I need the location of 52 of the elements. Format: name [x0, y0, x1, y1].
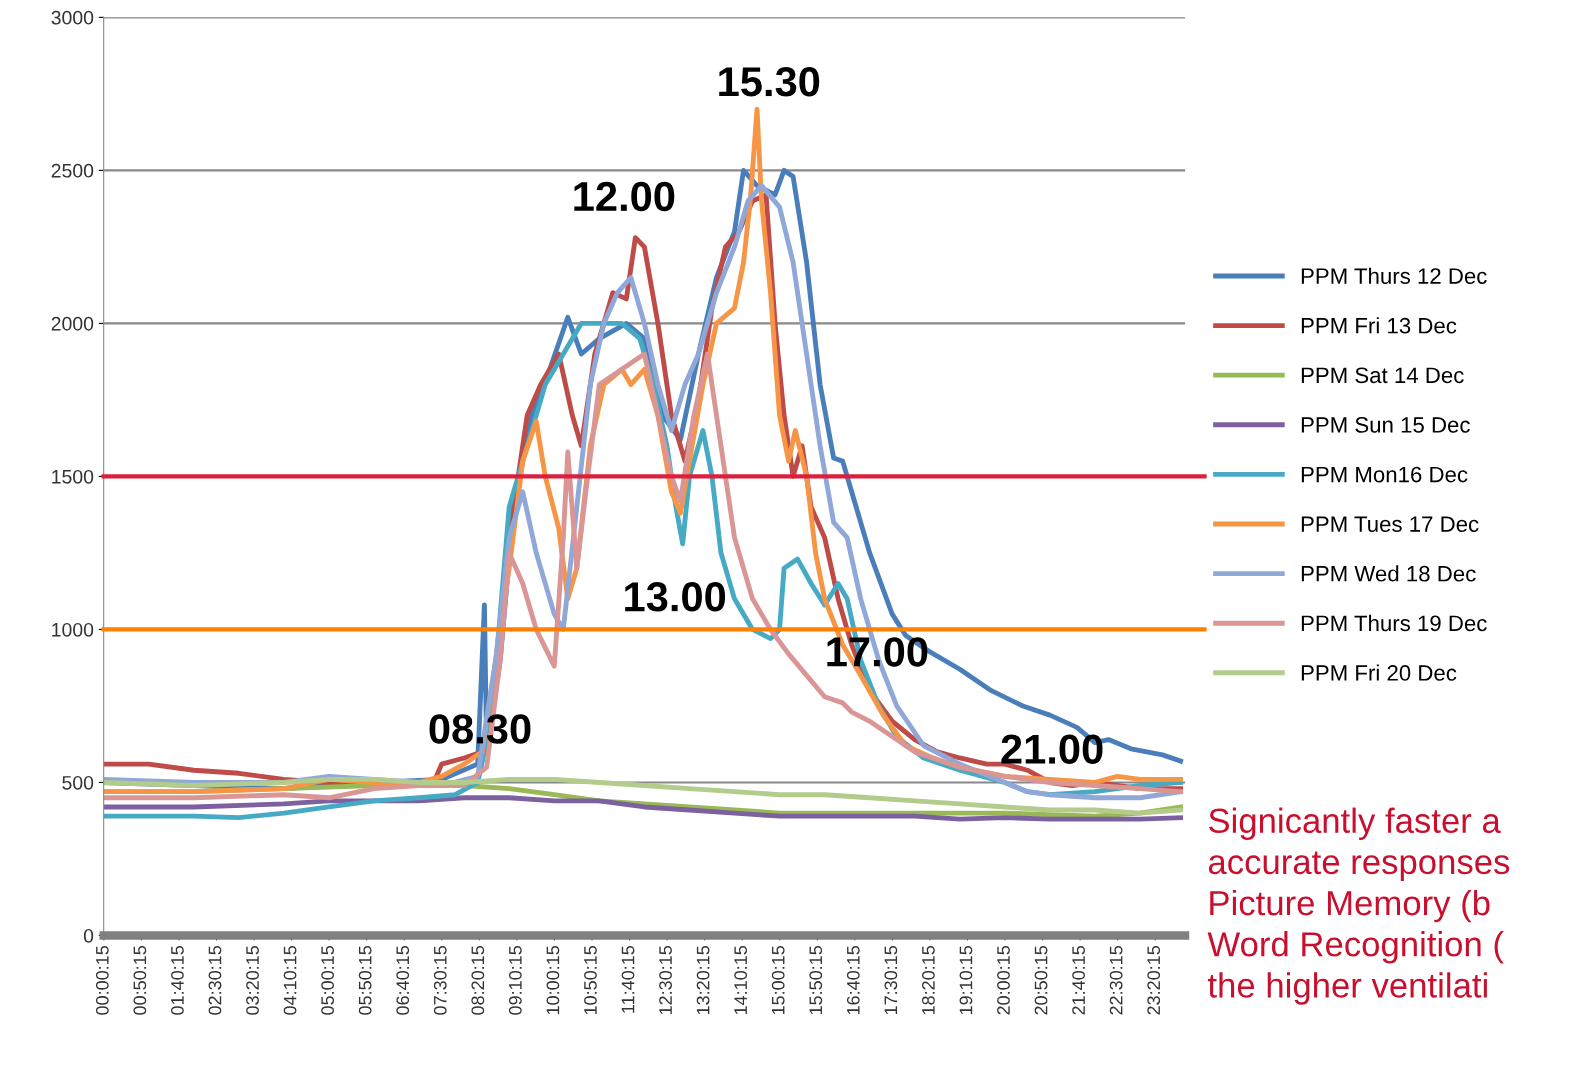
x-tick-label: 04:10:15 — [283, 945, 297, 1015]
x-tick-label: 08:20:15 — [471, 945, 485, 1015]
x-tick-label: 10:00:15 — [546, 945, 560, 1015]
legend-label: PPM Fri 20 Dec — [1301, 664, 1457, 681]
legend-label: PPM Wed 18 Dec — [1301, 565, 1476, 582]
y-tick-label: 0 — [83, 928, 94, 943]
x-tick-label: 03:20:15 — [246, 945, 259, 1015]
y-tick-label: 1500 — [52, 469, 94, 484]
line-series — [103, 776, 1184, 816]
x-tick-label: 21:40:15 — [1072, 945, 1085, 1015]
annotation: 13.00 — [625, 582, 726, 612]
x-tick-label: 06:40:15 — [396, 945, 410, 1015]
x-tick-label: 22:30:15 — [1109, 945, 1123, 1015]
x-tick-label: 00:50:15 — [133, 945, 147, 1015]
x-tick-label: 20:50:15 — [1034, 945, 1048, 1015]
x-tick-label: 01:40:15 — [171, 945, 184, 1015]
legend-label: PPM Mon16 Dec — [1301, 466, 1468, 483]
legend-label: PPM Fri 13 Dec — [1301, 317, 1457, 334]
y-tick-label: 3000 — [51, 10, 94, 25]
x-tick-label: 20:00:15 — [997, 945, 1010, 1015]
x-tick-label: 15:00:15 — [771, 945, 785, 1015]
x-tick-label: 12:30:15 — [659, 945, 672, 1015]
text: Signicantly faster a accurate responses Picture Memory (b Word Recognition ( the higher ventilati — [1207, 807, 1510, 1005]
x-tick-label: 11:40:15 — [621, 945, 635, 1013]
y-tick-label: 2500 — [51, 163, 94, 178]
legend-label: PPM Tues 17 Dec — [1301, 516, 1479, 532]
x-tick-label: 13:20:15 — [696, 945, 710, 1015]
x-tick-label: 07:30:15 — [433, 945, 447, 1015]
legend-label: PPM Sat 14 Dec — [1301, 367, 1464, 384]
x-tick-label: 18:20:15 — [922, 945, 935, 1015]
x-tick-label: 23:20:15 — [1147, 945, 1161, 1015]
x-tick-label: 19:10:15 — [959, 945, 973, 1015]
x-tick-label: 05:50:15 — [358, 945, 372, 1015]
y-tick-label: 2000 — [51, 316, 94, 331]
x-tick-label: 17:30:15 — [884, 945, 898, 1015]
legend-label: PPM Thurs 12 Dec — [1301, 267, 1487, 284]
x-tick-label: 05:00:15 — [321, 945, 334, 1015]
x-tick-label: 10:50:15 — [584, 945, 597, 1015]
x-tick-label: 02:30:15 — [208, 945, 222, 1015]
x-tick-label: 09:10:15 — [508, 945, 522, 1015]
annotation: 12.00 — [574, 181, 675, 212]
annotation: 21.00 — [1001, 734, 1103, 764]
annotation: 15.30 — [719, 66, 820, 97]
x-tick-label: 14:10:15 — [734, 945, 748, 1015]
line-series — [103, 795, 1184, 822]
x-tick-label: 15:50:15 — [809, 945, 823, 1015]
y-tick-label: 1000 — [52, 622, 94, 637]
legend-label: PPM Sun 15 Dec — [1301, 417, 1470, 433]
y-tick-label: 500 — [62, 775, 94, 790]
x-tick-label: 00:00:15 — [95, 945, 109, 1015]
legend-label: PPM Thurs 19 Dec — [1301, 614, 1487, 632]
x-tick-label: 16:40:15 — [846, 945, 860, 1015]
